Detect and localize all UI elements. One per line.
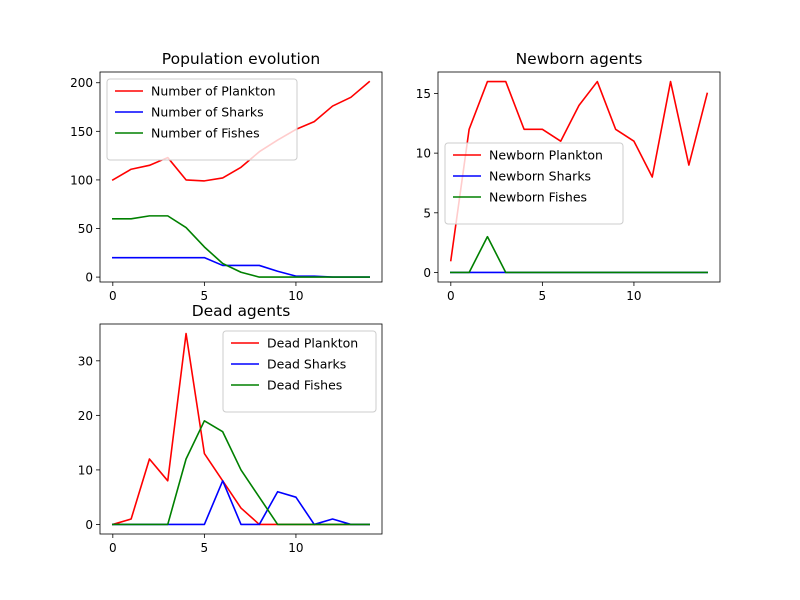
x-tick-label: 0 bbox=[109, 289, 117, 303]
series-line-dead-sharks bbox=[112, 480, 370, 526]
x-tick-label: 5 bbox=[539, 289, 547, 303]
y-tick-label: 0 bbox=[423, 266, 431, 280]
legend-label: Dead Plankton bbox=[267, 336, 358, 351]
y-tick-label: 100 bbox=[70, 173, 93, 187]
x-tick-label: 10 bbox=[288, 541, 303, 555]
axes-frame bbox=[437, 71, 721, 283]
series-line-number-of-plankton bbox=[111, 80, 371, 182]
y-tick-label: 30 bbox=[78, 354, 93, 368]
x-tick-label: 0 bbox=[447, 289, 455, 303]
x-tick-label: 5 bbox=[201, 541, 209, 555]
legend-label: Dead Fishes bbox=[267, 378, 342, 393]
y-tick-label: 10 bbox=[416, 147, 431, 161]
y-tick-label: 15 bbox=[416, 87, 431, 101]
legend-label: Newborn Plankton bbox=[489, 148, 603, 163]
y-tick-label: 5 bbox=[423, 206, 431, 220]
legend-box bbox=[444, 142, 624, 225]
legend-box bbox=[222, 330, 377, 413]
series-line-newborn-plankton bbox=[449, 80, 709, 262]
legend-label: Dead Sharks bbox=[267, 357, 346, 372]
y-tick-label: 50 bbox=[78, 222, 93, 236]
series-line-number-of-fishes bbox=[112, 215, 370, 278]
chart-title: Newborn agents bbox=[516, 50, 643, 68]
legend-label: Number of Plankton bbox=[151, 84, 276, 99]
legend: Dead Plankton Dead Sharks Dead Fishes bbox=[222, 330, 377, 413]
series-line-number-of-sharks bbox=[112, 256, 370, 278]
series-line-dead-fishes bbox=[112, 420, 370, 526]
x-tick-label: 10 bbox=[288, 289, 303, 303]
legend-label: Number of Sharks bbox=[151, 105, 264, 120]
x-tick-label: 0 bbox=[109, 541, 117, 555]
chart-title: Dead agents bbox=[192, 302, 291, 320]
axes-frame bbox=[99, 71, 383, 283]
legend-box bbox=[106, 78, 298, 161]
y-tick-label: 20 bbox=[78, 409, 93, 423]
legend-label: Number of Fishes bbox=[151, 126, 260, 141]
series-line-newborn-fishes bbox=[450, 235, 708, 274]
x-tick-label: 5 bbox=[201, 289, 209, 303]
y-tick-label: 200 bbox=[70, 76, 93, 90]
legend-label: Newborn Sharks bbox=[489, 169, 591, 184]
axes-frame bbox=[99, 323, 383, 535]
legend-label: Newborn Fishes bbox=[489, 190, 587, 205]
y-tick-label: 0 bbox=[85, 518, 93, 532]
y-tick-label: 150 bbox=[70, 125, 93, 139]
chart-panel-2: Newborn agents 0 5 10 0 5 10 15 Newborn Plankton… bbox=[416, 50, 721, 303]
y-tick-label: 10 bbox=[78, 463, 93, 477]
x-tick-label: 10 bbox=[626, 289, 641, 303]
chart-title: Population evolution bbox=[162, 50, 320, 68]
legend: Newborn Plankton Newborn Sharks Newborn Fi… bbox=[444, 142, 624, 225]
y-tick-label: 0 bbox=[85, 271, 93, 285]
legend: Number of Plankton Number of Sharks Number… bbox=[106, 78, 298, 161]
